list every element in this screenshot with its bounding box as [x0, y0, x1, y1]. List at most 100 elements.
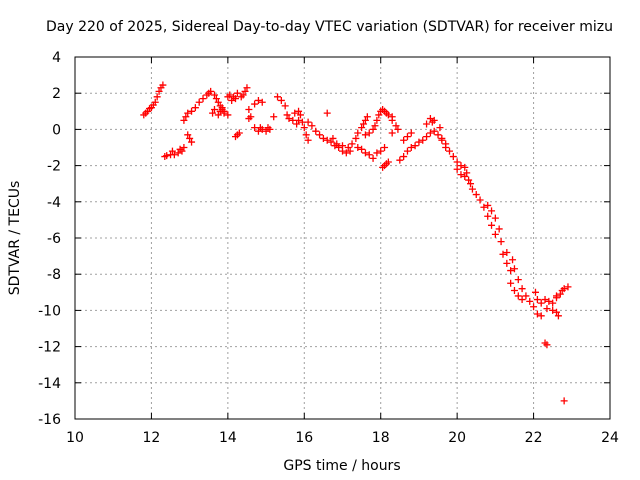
data-point — [461, 172, 469, 180]
data-point — [526, 297, 534, 305]
data-point — [488, 207, 496, 215]
data-point — [514, 292, 522, 300]
data-point — [560, 285, 568, 293]
data-point — [354, 129, 362, 137]
data-point — [360, 120, 368, 128]
data-point — [394, 125, 402, 133]
data-point — [436, 124, 444, 132]
data-point — [207, 87, 215, 95]
data-point — [465, 176, 473, 184]
data-point — [419, 136, 427, 144]
data-point — [411, 142, 419, 150]
data-point — [312, 127, 320, 135]
data-point — [543, 305, 551, 313]
data-point — [199, 95, 207, 103]
data-point — [468, 185, 476, 193]
data-point — [530, 303, 538, 311]
data-point — [503, 259, 511, 267]
data-point — [369, 125, 377, 133]
data-point — [533, 296, 541, 304]
data-point — [509, 256, 517, 264]
data-point — [403, 147, 411, 155]
data-point — [400, 153, 408, 161]
data-point — [283, 111, 291, 119]
data-point — [319, 134, 327, 142]
data-point — [218, 104, 226, 112]
data-point — [363, 113, 371, 121]
data-points — [140, 81, 572, 405]
y-tick-label: -4 — [47, 195, 61, 211]
data-point — [258, 98, 266, 106]
data-point — [296, 111, 304, 119]
data-point — [300, 124, 308, 132]
data-point — [335, 144, 343, 151]
data-point — [153, 93, 161, 101]
data-point — [423, 120, 431, 128]
y-tick-label: -14 — [38, 376, 61, 392]
data-point — [291, 109, 299, 117]
data-point — [270, 113, 278, 121]
data-point — [457, 162, 465, 170]
data-point — [354, 144, 362, 151]
x-tick-label: 18 — [372, 430, 390, 446]
data-point — [170, 151, 178, 159]
data-point — [210, 91, 218, 99]
x-tick-label: 22 — [525, 430, 543, 446]
data-point — [285, 115, 293, 123]
data-point — [304, 136, 312, 144]
data-point — [554, 312, 562, 320]
data-point — [381, 144, 389, 151]
data-point — [369, 154, 377, 162]
data-point — [163, 152, 171, 160]
data-point — [302, 131, 310, 139]
data-point — [396, 156, 404, 164]
data-point — [258, 125, 266, 133]
data-point — [266, 125, 274, 133]
data-point — [488, 221, 496, 229]
data-point — [491, 214, 499, 222]
grid-lines — [75, 57, 610, 419]
data-point — [339, 142, 346, 150]
data-point — [188, 138, 196, 146]
data-point — [531, 288, 539, 296]
data-point — [195, 98, 203, 106]
data-point — [241, 87, 249, 95]
data-point — [233, 89, 241, 97]
data-point — [323, 136, 331, 144]
data-point — [365, 151, 373, 159]
data-point — [514, 276, 522, 284]
data-point — [323, 109, 331, 117]
data-point — [348, 140, 356, 148]
data-point — [518, 285, 526, 293]
data-point — [472, 191, 480, 199]
data-point — [333, 140, 341, 148]
data-point — [457, 171, 465, 179]
data-point — [155, 87, 163, 95]
data-point — [556, 290, 564, 298]
data-point — [499, 250, 507, 258]
data-point — [453, 158, 461, 166]
data-point — [373, 116, 381, 124]
x-tick-label: 14 — [219, 430, 237, 446]
data-point — [316, 131, 324, 139]
data-point — [371, 122, 379, 130]
data-point — [361, 131, 369, 139]
x-axis-ticks: 10 12 14 16 18 20 22 24 — [66, 57, 619, 446]
y-tick-label: -12 — [38, 340, 61, 356]
data-point — [537, 299, 545, 307]
data-point — [375, 111, 383, 119]
data-point — [545, 297, 553, 305]
data-point — [453, 165, 461, 173]
data-point — [426, 115, 434, 123]
data-point — [277, 96, 285, 104]
data-point — [365, 129, 373, 137]
y-tick-label: 2 — [52, 86, 61, 102]
data-point — [344, 144, 352, 151]
data-point — [400, 136, 408, 144]
data-point — [446, 147, 453, 155]
data-point — [491, 230, 499, 238]
data-point — [182, 113, 190, 121]
data-point — [384, 111, 392, 119]
data-point — [553, 308, 560, 316]
